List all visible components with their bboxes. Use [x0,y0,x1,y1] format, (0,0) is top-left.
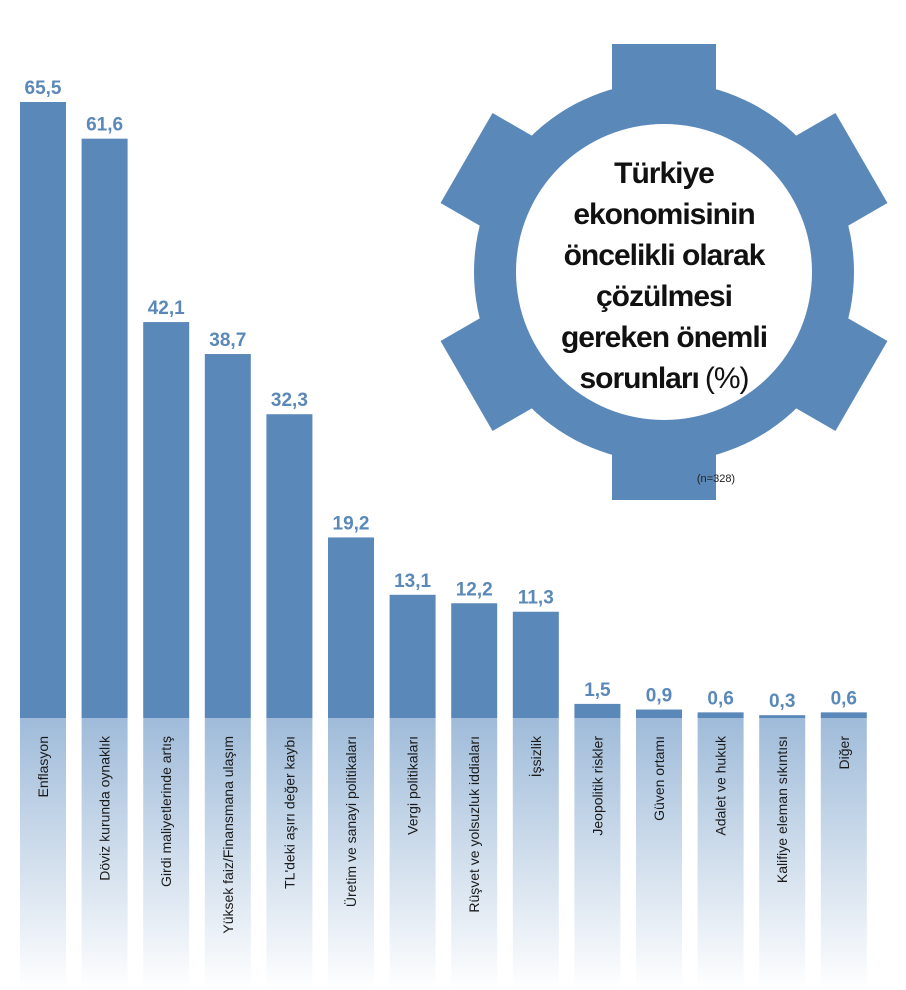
label-band [697,718,744,990]
value-label: 65,5 [25,78,62,99]
label-band [820,718,867,990]
x-tick-label: Adalet ve hukuk [713,735,729,836]
title-text: çözülmesi [596,280,732,313]
title-text: Türkiye [614,157,714,190]
x-tick-label: Enflasyon [35,736,51,797]
x-tick-label: Girdi maliyetlerinde artış [158,736,174,887]
title-text: sorunları [579,362,698,395]
x-tick-label: İşsizlik [527,735,544,777]
label-band [512,718,559,990]
value-label: 38,7 [209,330,246,351]
title-text: gereken önemli [561,321,767,354]
bar [697,712,744,718]
value-label: 42,1 [148,298,185,319]
value-label: 0,6 [707,688,733,709]
title-line: ekonomisinin [573,198,754,231]
label-band [20,718,66,990]
bar [820,712,867,718]
title-line: sorunları (%) [579,362,748,395]
x-tick-label: Vergi politikaları [405,736,421,835]
title-line: gereken önemli [561,321,767,354]
bar [512,611,559,718]
x-tick-label: Rüşvet ve yolsuzluk iddiaları [466,736,482,913]
value-label: 12,2 [456,579,493,600]
bar [759,715,806,718]
value-label: 13,1 [394,571,431,592]
title-line: öncelikli olarak [564,239,766,272]
label-band [143,718,190,990]
bar [574,703,621,718]
bar [328,537,374,718]
label-band [574,718,621,990]
label-band [451,718,498,990]
bar [451,603,498,718]
label-band [204,718,251,990]
label-band [759,718,806,990]
x-tick-label: Döviz kurunda oynaklık [97,735,113,881]
title-line: çözülmesi [596,280,732,313]
value-label: 0,9 [646,686,672,707]
gear-graphic [440,44,888,500]
x-tick-label: Yüksek faiz/Finansmana ulaşım [220,736,236,934]
title-unit: (%) [705,362,749,395]
bar [389,594,436,718]
label-band [81,718,128,990]
bar [204,354,251,718]
value-label: 0,3 [769,691,795,712]
chart-title: Türkiye ekonomisinin öncelikli olarak çözül… [561,157,768,395]
x-tick-label: Güven ortamı [651,736,667,821]
x-tick-label: Kalifiye eleman sıkıntısı [774,736,790,883]
label-band [636,718,682,990]
bar [636,709,682,718]
bar [20,101,66,718]
title-text: ekonomisinin [573,198,754,231]
x-tick-label: Jeopolitik riskler [589,736,605,836]
x-tick-label: TL'deki aşırı değer kaybı [281,736,297,889]
bar [81,138,128,719]
value-label: 1,5 [584,680,611,701]
value-label: 0,6 [831,688,857,709]
label-band [266,718,313,990]
x-tick-label: Diğer [836,736,852,770]
value-label: 11,3 [518,588,554,609]
x-tick-label: Üretim ve sanayi politikaları [342,736,359,907]
label-band [328,718,374,990]
value-label: 19,2 [333,513,370,534]
label-band [389,718,436,990]
title-text: öncelikli olarak [564,239,766,272]
bar [143,322,190,718]
value-label: 32,3 [271,390,308,411]
value-label: 61,6 [86,115,123,136]
bar [266,414,313,718]
sample-note: (n=328) [697,473,735,485]
title-line: Türkiye [614,157,714,190]
